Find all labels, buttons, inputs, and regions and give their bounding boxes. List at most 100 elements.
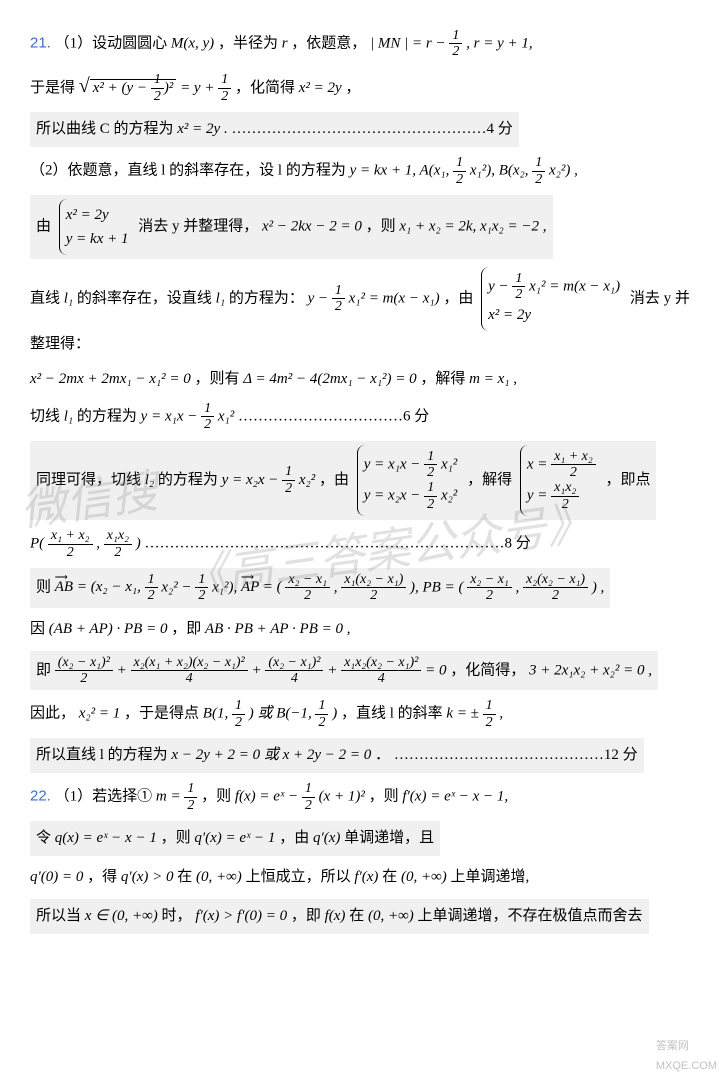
score-dots: ……………………………6 分 [238, 408, 429, 424]
eq: y = x₁x − 12 x₁² [364, 449, 458, 481]
text: ，化简得 [235, 80, 295, 96]
math: + [327, 662, 337, 678]
radicand: x² + (y − 12)² [90, 79, 177, 96]
brace-system: x² = 2y y = kx + 1 [59, 199, 135, 255]
math: f(x) [325, 908, 346, 924]
text: ，于是得点 [124, 706, 199, 722]
text: 单调递增，且 [344, 830, 434, 846]
text: 的方程为 [158, 472, 218, 488]
math: ) , [592, 579, 605, 595]
math: l₁ [64, 290, 73, 306]
text: ，则 [369, 789, 399, 805]
math: y = x₁x − [141, 408, 198, 424]
highlight-block: 所以曲线 C 的方程为 x² = 2y . ……………………………………………4… [30, 112, 519, 147]
math: + [251, 662, 261, 678]
text: （1）设动圆圆心 [55, 35, 168, 51]
text: ，半径为 [218, 35, 278, 51]
text: ，则 [366, 218, 396, 234]
text: （1）若选择① [55, 789, 153, 805]
question-number: 22. [30, 788, 51, 805]
q21-line7: x² − 2mx + 2mx₁ − x₁² = 0 ，则有 Δ = 4m² − … [30, 366, 697, 393]
q21-line4: （2）依题意，直线 l 的斜率存在，设 l 的方程为 y = kx + 1, A… [30, 155, 697, 187]
fraction: 12 [315, 698, 328, 730]
text: ，直线 l 的斜率 [341, 706, 443, 722]
q21-line14: 因此， x₂² = 1 ，于是得点 B(1, 12 ) 或 B(−1, 12 )… [30, 698, 697, 730]
math: y = kx + 1, A(x₁, [350, 163, 450, 179]
fraction: 12 [145, 572, 158, 604]
text: ，则有 [194, 371, 239, 387]
math: q′(x) > 0 [121, 869, 174, 885]
math: r [282, 35, 288, 51]
site-watermark: 答案网MXQE.COM [656, 1037, 717, 1077]
q21-line15: 所以直线 l 的方程为 x − 2y + 2 = 0 或 x + 2y − 2 … [30, 738, 697, 773]
math: x² = 2y [299, 80, 342, 96]
eq: y − 12 x₁² = m(x − x₁) [488, 271, 620, 303]
q21-line6: 直线 l₁ 的斜率存在，设直线 l₁ 的方程为： y − 12 x₁² = m(… [30, 267, 697, 358]
math: x ∈ (0, +∞) [85, 908, 158, 924]
math: + [117, 662, 127, 678]
math: q′(x) [313, 830, 340, 846]
q21-line10: P( x₁ + x₂2 , x₁x₂2 ) ………………………………………………… [30, 528, 697, 560]
math: m = x₁ , [469, 371, 517, 387]
q21-line13: 即 (x₂ − x₁)²2 + x₂(x₁ + x₂)(x₂ − x₁)²4 +… [30, 651, 697, 691]
q21-line1: 21. （1）设动圆圆心 M(x, y) ，半径为 r ，依题意， | MN |… [30, 28, 697, 60]
math: f(x) = eˣ − [235, 789, 298, 805]
math: q′(0) = 0 [30, 869, 83, 885]
fraction: x₁x₂2 [104, 528, 132, 560]
q22-line1: 22. （1）若选择① m = 12 ，则 f(x) = eˣ − 12 (x … [30, 781, 697, 813]
fraction: x₁(x₂ − x₁)2 [341, 572, 406, 604]
text: ，即 [171, 621, 201, 637]
fraction: x₂(x₂ − x₁)2 [523, 572, 588, 604]
fraction: 12 [184, 781, 197, 813]
brace-system: x = x₁ + x₂2 y = x₁x₂2 [520, 445, 602, 517]
text: 令 [36, 830, 51, 846]
text: ，解得 [467, 472, 512, 488]
fraction: 12 [218, 72, 231, 104]
math: x₂²) , [549, 163, 578, 179]
score-dots: ……………………………………12 分 [394, 747, 638, 763]
text: （2）依题意，直线 l 的斜率存在，设 l 的方程为 [30, 163, 346, 179]
math: x₁ + x₂ = 2k, x₁x₂ = −2 , [399, 218, 546, 234]
text: 所以曲线 C 的方程为 [36, 121, 174, 137]
text: ， [345, 80, 360, 96]
math: x₁² = m(x − x₁) [349, 290, 440, 306]
text: 在 [349, 908, 364, 924]
text: ，解得 [420, 371, 465, 387]
text: 的方程为 [77, 408, 137, 424]
text: ，得 [87, 869, 117, 885]
text: ． [375, 747, 390, 763]
fraction: 12 [449, 28, 462, 60]
math: x₂² − [161, 579, 191, 595]
q21-line3: 所以曲线 C 的方程为 x² = 2y . ……………………………………………4… [30, 112, 697, 147]
math: , [516, 579, 520, 595]
math: (0, +∞) [368, 908, 414, 924]
eq: y = kx + 1 [66, 227, 129, 251]
fraction: 12 [332, 283, 345, 315]
fraction: 12 [302, 781, 315, 813]
fraction: 12 [453, 155, 466, 187]
highlight-block: 所以直线 l 的方程为 x − 2y + 2 = 0 或 x + 2y − 2 … [30, 738, 644, 773]
eq: x² = 2y [488, 303, 620, 327]
math: l₂ [145, 472, 154, 488]
math: x − 2y + 2 = 0 或 x + 2y − 2 = 0 [171, 747, 371, 763]
text: 的斜率存在，设直线 [77, 290, 212, 306]
text: ，由 [319, 472, 349, 488]
fraction: x₁x₂(x₂ − x₁)²4 [341, 655, 421, 687]
math: x₁²), [212, 579, 237, 595]
math: x² = 2y . [177, 121, 227, 137]
math: q′(x) = eˣ − 1 [194, 830, 275, 846]
highlight-block: 即 (x₂ − x₁)²2 + x₂(x₁ + x₂)(x₂ − x₁)²4 +… [30, 651, 658, 691]
score-dots: ………………………………………………………………8 分 [144, 535, 530, 551]
highlight-block: 所以当 x ∈ (0, +∞) 时， f′(x) > f′(0) = 0 ，即 … [30, 899, 649, 934]
math: f′(x) = eˣ − x − 1, [402, 789, 508, 805]
brace-system: y = x₁x − 12 x₁² y = x₂x − 12 x₂² [357, 445, 464, 517]
text: ，由 [443, 290, 473, 306]
text: 即 [36, 662, 51, 678]
math: m = [156, 789, 181, 805]
text: 直线 [30, 290, 60, 306]
text: 消去 y 并整理得， [138, 218, 258, 234]
text: ，则 [201, 789, 231, 805]
math: B(1, [203, 706, 228, 722]
q22-line4: 所以当 x ∈ (0, +∞) 时， f′(x) > f′(0) = 0 ，即 … [30, 899, 697, 934]
text: ，依题意， [291, 35, 366, 51]
